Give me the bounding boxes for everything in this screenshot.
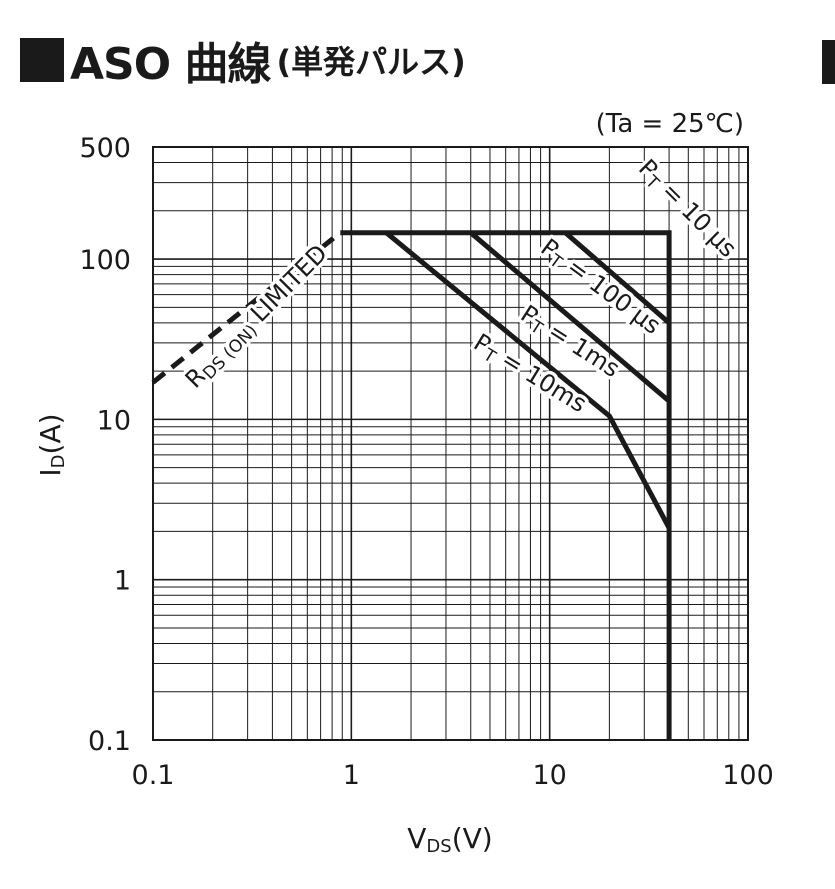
series-line — [340, 230, 672, 740]
title-square-bullet — [20, 38, 64, 82]
x-tick-label: 1 — [343, 760, 360, 791]
y-tick-label: 500 — [79, 133, 131, 164]
x-tick-label: 10 — [532, 760, 566, 791]
series-line — [469, 230, 671, 404]
series-line — [563, 230, 671, 325]
x-tick-label: 0.1 — [132, 760, 175, 791]
plot-frame — [152, 146, 749, 741]
series-label: PT = 10 μs — [631, 154, 742, 265]
series-label: RDS (ON) LIMITED — [180, 239, 335, 396]
x-axis-label: VDS(V) — [407, 822, 492, 857]
next-section-square-bullet — [822, 40, 835, 84]
title-main: ASO 曲線 — [70, 39, 271, 90]
series-line — [151, 230, 342, 385]
y-axis-label: ID(A) — [34, 413, 69, 476]
y-tick-label: 0.1 — [88, 726, 131, 757]
chart-title: ASO 曲線 (単発パルス) — [20, 28, 466, 92]
title-sub: (単発パルス) — [276, 43, 466, 81]
y-tick-label: 1 — [114, 566, 131, 597]
y-tick-label: 10 — [97, 405, 131, 436]
condition-label: (Ta = 25℃) — [596, 109, 744, 139]
series-line — [384, 230, 672, 530]
x-tick-label: 100 — [722, 760, 774, 791]
y-tick-label: 100 — [79, 245, 131, 276]
